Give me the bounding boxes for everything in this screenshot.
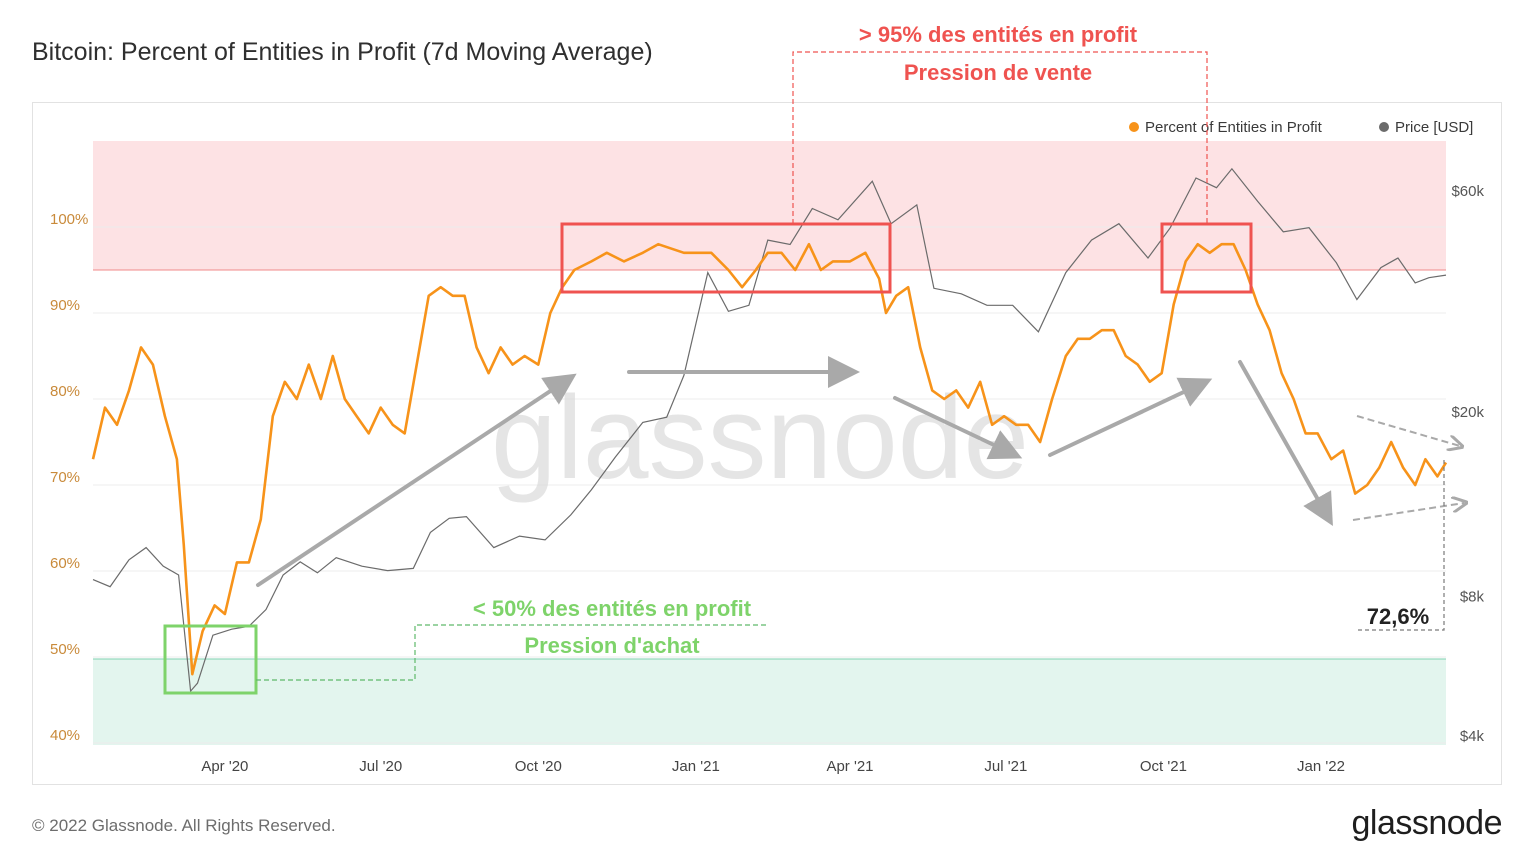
buy-annotation-line2: Pression d'achat	[524, 633, 700, 658]
x-tick-label: Oct '21	[1140, 758, 1187, 775]
x-axis: Apr '20 Jul '20 Oct '20 Jan '21 Apr '21 Jul '…	[201, 758, 1345, 775]
y-left-tick-label: 80%	[50, 383, 80, 400]
buy-connector	[256, 624, 768, 681]
wedge-arrow-lower	[1352, 503, 1464, 521]
y-right-tick-label: $8k	[1460, 589, 1485, 606]
y-right-tick-label: $4k	[1460, 728, 1485, 745]
wedge-arrow-upper	[1356, 415, 1460, 446]
chart-title: Bitcoin: Percent of Entities in Profit (…	[32, 38, 653, 66]
buy-annotation: < 50% des entités en profit Pression d'a…	[163, 596, 768, 695]
sell-annotation-line2: Pression de vente	[904, 60, 1092, 85]
legend-price-label: Price [USD]	[1395, 119, 1473, 136]
trend-arrows	[256, 356, 1333, 587]
buy-box-2020-q1	[163, 624, 258, 695]
current-value-leader	[1357, 460, 1445, 631]
current-value-callout: 72,6%	[1357, 460, 1445, 631]
watermark: glassnode	[491, 372, 1029, 504]
x-tick-label: Jul '21	[984, 758, 1027, 775]
footer-copyright: © 2022 Glassnode. All Rights Reserved.	[32, 816, 336, 835]
y-left-tick-label: 50%	[50, 641, 80, 658]
trend-arrow-1	[256, 373, 577, 587]
y-left-tick-label: 70%	[50, 469, 80, 486]
legend-profit-marker	[1129, 122, 1139, 132]
x-tick-label: Oct '20	[515, 758, 562, 775]
x-tick-label: Jul '20	[359, 758, 402, 775]
gridlines	[93, 226, 1446, 744]
sell-annotation-line1: > 95% des entités en profit	[859, 22, 1138, 47]
legend-price-marker	[1379, 122, 1389, 132]
y-left-tick-label: 100%	[50, 211, 88, 228]
profit-series-line	[91, 242, 1448, 676]
y-axis-left: 40% 50% 60% 70% 80% 90% 100%	[50, 211, 88, 744]
legend: Percent of Entities in Profit Price [USD…	[1129, 119, 1473, 136]
glassnode-logo: glassnode	[1351, 804, 1502, 842]
x-tick-label: Jan '21	[672, 758, 720, 775]
trend-arrow-3	[893, 396, 1023, 460]
sell-annotation: > 95% des entités en profit Pression de …	[560, 22, 1253, 294]
y-right-tick-label: $20k	[1451, 404, 1484, 421]
x-tick-label: Jan '22	[1297, 758, 1345, 775]
buy-annotation-line1: < 50% des entités en profit	[473, 596, 752, 621]
chart-frame	[32, 102, 1502, 785]
wedge-arrows	[1352, 415, 1464, 521]
current-value-label: 72,6%	[1367, 604, 1429, 629]
legend-profit-label: Percent of Entities in Profit	[1145, 119, 1323, 136]
y-right-tick-label: $60k	[1451, 183, 1484, 200]
trend-arrow-5	[1238, 360, 1333, 526]
sell-box-2021-q1	[560, 222, 892, 294]
x-tick-label: Apr '20	[201, 758, 248, 775]
x-tick-label: Apr '21	[826, 758, 873, 775]
y-axis-right: $4k $8k $20k $60k	[1451, 183, 1484, 745]
sell-connector	[792, 51, 1208, 224]
sell-box-2021-q4	[1160, 222, 1253, 294]
y-left-tick-label: 90%	[50, 297, 80, 314]
y-left-tick-label: 60%	[50, 555, 80, 572]
sell-zone	[93, 141, 1446, 270]
buy-zone	[93, 659, 1446, 745]
y-left-tick-label: 40%	[50, 727, 80, 744]
trend-arrow-4	[1048, 377, 1213, 457]
